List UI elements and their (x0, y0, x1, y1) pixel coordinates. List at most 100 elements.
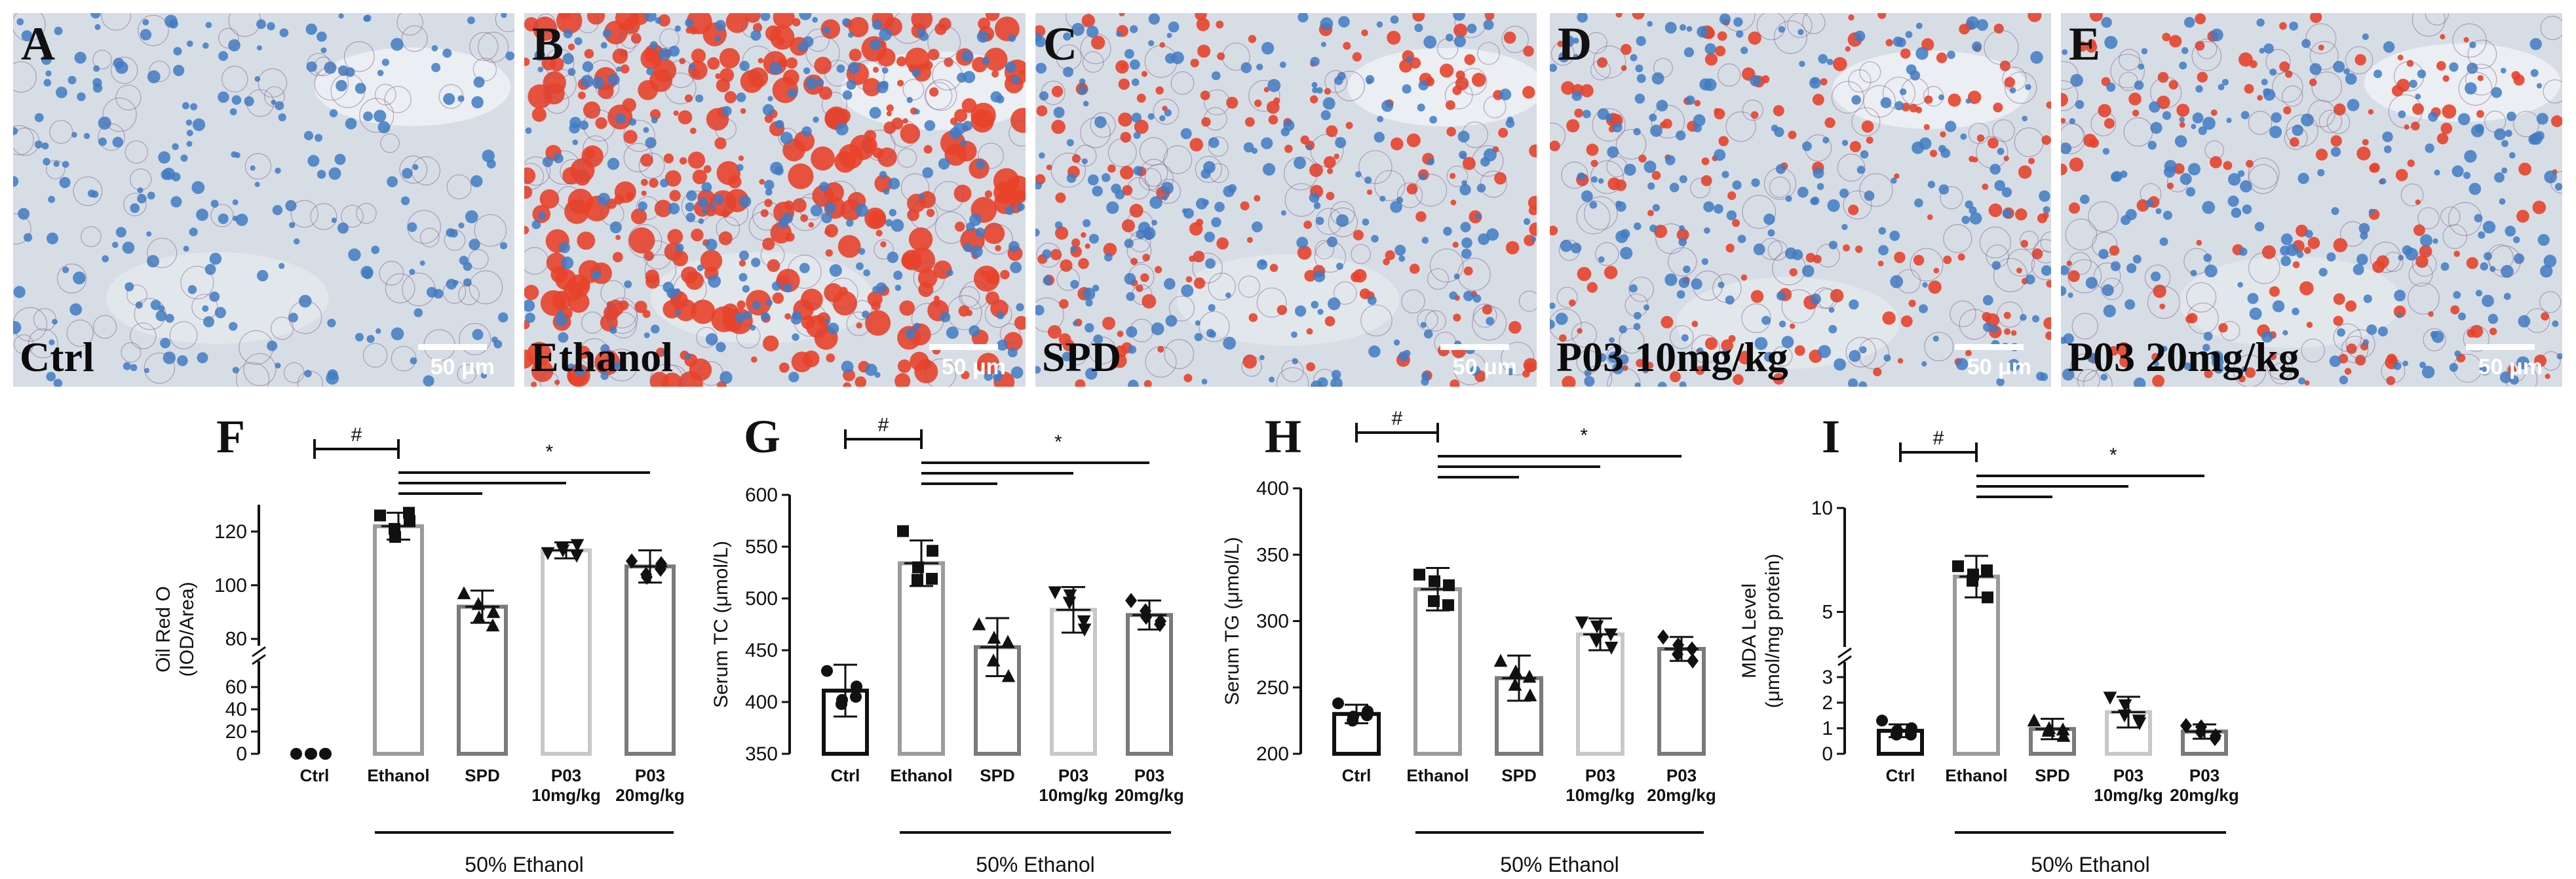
y-tick-label: 5 (1822, 602, 1833, 623)
data-point (305, 748, 317, 760)
tissue-texture (1035, 13, 1537, 387)
scale-bar (1955, 344, 2024, 350)
y-axis-label: Oil Red O (IOD/Area) (153, 581, 198, 676)
y-axis-label: Serum TG (μmol/L) (1221, 537, 1243, 705)
data-point (2027, 713, 2041, 727)
condition-label: Ctrl (20, 334, 94, 380)
data-point (1063, 589, 1077, 603)
data-point (1361, 709, 1373, 722)
bar (898, 561, 945, 756)
category-label: P03 20mg/kg (1647, 766, 1716, 805)
panel-letter: C (1043, 18, 1077, 70)
scale-label: 50 μm (1967, 355, 2031, 380)
data-point (1413, 568, 1425, 581)
tissue-texture (1550, 13, 2051, 387)
y-tick-label: 250 (1256, 677, 1289, 699)
data-point (927, 545, 938, 557)
data-point (1982, 591, 1993, 604)
data-point (2180, 718, 2192, 733)
y-tick-label: 80 (225, 629, 247, 650)
data-point (2041, 724, 2056, 737)
data-point (1967, 575, 1978, 587)
y-tick-label: 100 (214, 575, 247, 596)
data-point (897, 525, 909, 537)
micrograph-d: D P03 10mg/kg 50 μm (1550, 13, 2051, 387)
micrograph-b: B Ethanol 50 μm (524, 13, 1026, 387)
category-label: Ethanol (367, 766, 429, 785)
scale-label: 50 μm (2478, 355, 2543, 380)
panel-letter: H (1265, 410, 1301, 463)
data-point (403, 507, 415, 519)
scale-label: 50 μm (1452, 355, 1517, 380)
data-point (319, 748, 331, 760)
category-label: P03 10mg/kg (1566, 766, 1635, 805)
data-point (1657, 629, 1669, 645)
data-point (1154, 616, 1166, 633)
condition-label: P03 10mg/kg (1556, 334, 1788, 380)
data-point (457, 586, 471, 600)
data-point (1891, 728, 1902, 741)
data-point (374, 509, 386, 522)
category-label: P03 10mg/kg (2094, 766, 2163, 805)
sig-mark-treatment: * (546, 441, 554, 463)
data-point (472, 610, 486, 623)
y-tick-label: 2 (1822, 692, 1833, 714)
data-point (486, 604, 501, 618)
data-point (972, 617, 986, 631)
data-point (1604, 628, 1618, 642)
category-label: SPD (980, 766, 1014, 785)
y-tick-label: 350 (1256, 544, 1289, 566)
bar (1657, 647, 1706, 756)
data-point (1876, 714, 1888, 727)
y-tick-label: 3 (1822, 667, 1833, 688)
category-label: Ctrl (831, 766, 860, 785)
tissue-texture (13, 13, 514, 387)
data-point (912, 574, 923, 586)
category-label: Ethanol (1945, 766, 2007, 785)
scale-label: 50 μm (430, 355, 495, 380)
category-label: P03 10mg/kg (1039, 766, 1108, 805)
category-label: SPD (2035, 766, 2069, 785)
sig-mark-control: # (351, 424, 362, 446)
data-point (821, 665, 833, 677)
micrograph-a: A Ctrl 50 μm (13, 13, 514, 387)
y-tick-label: 500 (745, 588, 778, 610)
data-point (541, 547, 555, 560)
category-label: SPD (465, 766, 499, 785)
data-point (1672, 646, 1683, 662)
data-point (569, 549, 584, 563)
micrograph-c: C SPD 50 μm (1035, 13, 1537, 387)
sig-mark-treatment: * (2109, 444, 2117, 466)
data-point (1428, 595, 1440, 608)
data-point (1062, 596, 1077, 610)
data-point (1686, 641, 1698, 657)
condition-label: P03 20mg/kg (2067, 334, 2299, 380)
y-axis-label: MDA Level (μmol/mg protein) (1739, 554, 1784, 709)
data-point (987, 631, 1001, 644)
data-point (471, 596, 486, 610)
category-label: Ethanol (890, 766, 952, 785)
data-point (1523, 688, 1537, 701)
category-label: P03 20mg/kg (1115, 766, 1184, 805)
bar (541, 548, 592, 756)
data-point (912, 561, 924, 574)
sig-mark-control: # (1392, 408, 1403, 429)
data-point (570, 539, 585, 553)
data-point (389, 522, 400, 535)
y-tick-label: 400 (745, 692, 778, 713)
sig-mark-control: # (1933, 427, 1944, 449)
axis-break (1837, 655, 1852, 667)
y-tick-label: 300 (1256, 611, 1289, 633)
panel-letter: B (532, 18, 564, 70)
data-point (2103, 692, 2117, 705)
y-tick-label: 0 (1822, 743, 1833, 765)
panel-letter: D (1558, 18, 1592, 70)
panel-letter: I (1822, 410, 1840, 463)
axis-break (1837, 647, 1852, 659)
bar (457, 604, 508, 756)
category-label: SPD (1501, 766, 1536, 785)
y-tick-label: 40 (225, 699, 247, 720)
data-point (1429, 575, 1440, 587)
data-point (851, 680, 862, 693)
data-point (1125, 593, 1137, 608)
